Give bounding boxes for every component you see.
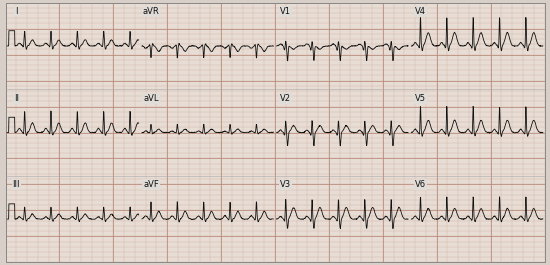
Text: V6: V6 xyxy=(415,180,426,189)
Text: aVR: aVR xyxy=(142,7,160,16)
Text: V4: V4 xyxy=(415,7,426,16)
Text: III: III xyxy=(13,180,20,189)
Text: V2: V2 xyxy=(280,94,292,103)
Text: aVL: aVL xyxy=(144,94,159,103)
Text: V3: V3 xyxy=(280,180,292,189)
Text: I: I xyxy=(15,7,18,16)
Text: II: II xyxy=(14,94,19,103)
Text: aVF: aVF xyxy=(143,180,159,189)
Text: V1: V1 xyxy=(280,7,292,16)
Text: V5: V5 xyxy=(415,94,426,103)
